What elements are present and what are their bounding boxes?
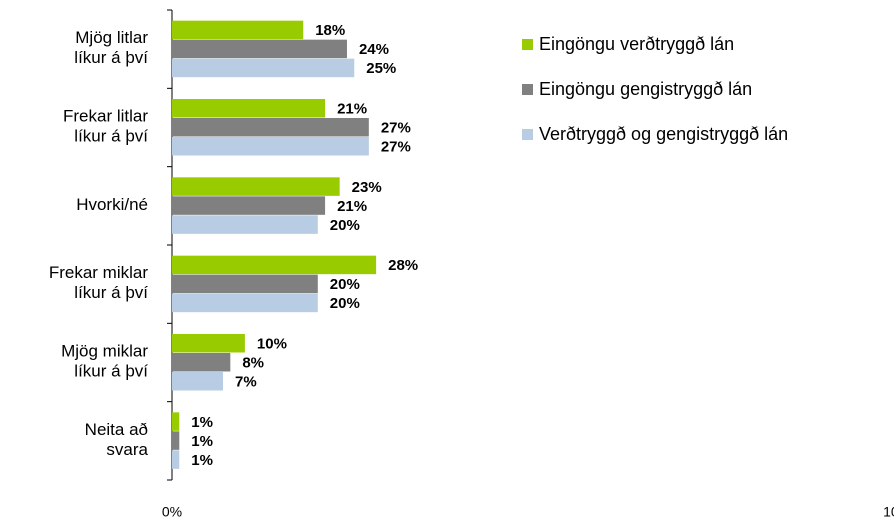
bar bbox=[172, 293, 318, 313]
category-line: Frekar miklar bbox=[49, 264, 149, 283]
legend-label: Eingöngu verðtryggð lán bbox=[539, 34, 734, 54]
category-label: Hvorki/né bbox=[76, 195, 148, 214]
legend-swatch bbox=[522, 129, 533, 140]
category-line: Neita að bbox=[85, 420, 148, 439]
value-label: 21% bbox=[337, 198, 367, 215]
value-label: 20% bbox=[330, 295, 360, 312]
legend-swatch bbox=[522, 84, 533, 95]
bar bbox=[172, 20, 304, 40]
category-line: líkur á því bbox=[74, 362, 148, 381]
bar bbox=[172, 255, 377, 275]
category-line: Mjög litlar bbox=[75, 29, 148, 48]
bar bbox=[172, 215, 318, 234]
bar bbox=[172, 412, 180, 431]
value-label: 27% bbox=[381, 119, 411, 136]
bar bbox=[172, 137, 369, 156]
value-label: 8% bbox=[242, 354, 264, 371]
bar bbox=[172, 431, 180, 450]
category-line: svara bbox=[106, 440, 148, 459]
legend-label: Verðtryggð og gengistryggð lán bbox=[539, 124, 788, 144]
value-label: 21% bbox=[337, 100, 367, 117]
x-tick-label: 100% bbox=[883, 504, 894, 520]
value-label: 10% bbox=[257, 335, 287, 352]
value-label: 27% bbox=[381, 138, 411, 155]
value-label: 25% bbox=[366, 60, 396, 77]
category-label: Frekar litlar líkur á því bbox=[63, 107, 148, 146]
bar bbox=[172, 334, 245, 353]
bar bbox=[172, 274, 318, 294]
bar bbox=[172, 99, 326, 118]
value-label: 18% bbox=[315, 22, 345, 39]
legend-label: Eingöngu gengistryggð lán bbox=[539, 79, 752, 99]
bar bbox=[172, 177, 340, 196]
category-line: líkur á því bbox=[74, 127, 148, 146]
value-label: 28% bbox=[388, 257, 418, 274]
category-line: Frekar litlar bbox=[63, 107, 148, 126]
category-line: Mjög miklar bbox=[61, 342, 148, 361]
bar bbox=[172, 58, 355, 78]
category-label: Mjög litlar líkur á því bbox=[74, 29, 148, 68]
category-label: Neita að svara bbox=[85, 420, 149, 459]
category-line: Hvorki/né bbox=[76, 195, 148, 214]
bar bbox=[172, 450, 180, 469]
bar bbox=[172, 372, 224, 391]
value-label: 1% bbox=[191, 433, 213, 450]
legend-swatch bbox=[522, 39, 533, 50]
value-label: 24% bbox=[359, 41, 389, 58]
value-label: 7% bbox=[235, 373, 257, 390]
category-line: líkur á því bbox=[74, 49, 148, 68]
value-label: 1% bbox=[191, 414, 213, 431]
value-label: 20% bbox=[330, 276, 360, 293]
value-label: 20% bbox=[330, 217, 360, 234]
x-tick-label: 0% bbox=[162, 504, 182, 520]
bar bbox=[172, 353, 231, 372]
category-label: Mjög miklar líkur á því bbox=[61, 342, 148, 381]
bar bbox=[172, 118, 369, 137]
category-line: líkur á því bbox=[74, 284, 148, 303]
category-label: Frekar miklar líkur á því bbox=[49, 264, 149, 303]
value-label: 1% bbox=[191, 452, 213, 469]
value-label: 23% bbox=[352, 179, 382, 196]
bar bbox=[172, 39, 347, 59]
bar bbox=[172, 196, 326, 215]
